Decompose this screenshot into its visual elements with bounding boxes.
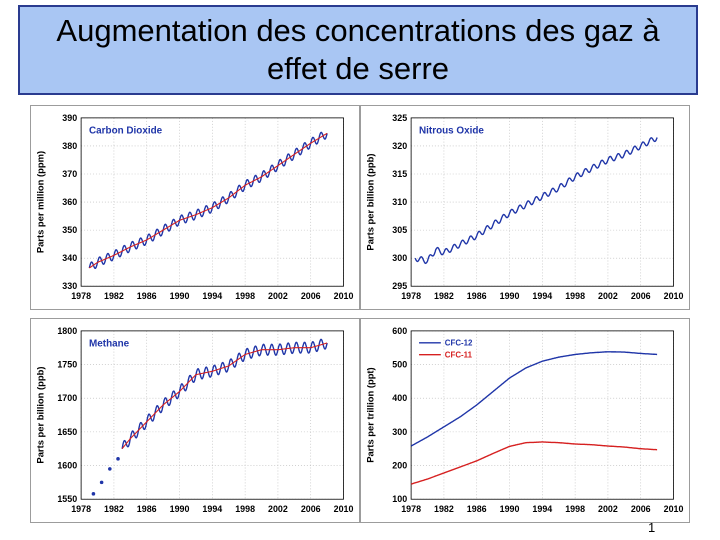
y-tick-label: 330	[62, 281, 77, 291]
y-tick-label: 325	[392, 113, 407, 123]
x-tick-label: 2002	[598, 504, 618, 514]
x-tick-label: 2006	[631, 291, 651, 301]
y-tick-label: 1700	[57, 393, 77, 403]
y-tick-label: 1600	[57, 461, 77, 471]
y-axis-label: Parts per billion (ppb)	[34, 367, 45, 464]
x-tick-label: 1982	[104, 291, 124, 301]
y-tick-label: 100	[392, 494, 407, 504]
x-tick-label: 1978	[71, 291, 91, 301]
plot-frame	[80, 117, 344, 287]
y-tick-label: 300	[392, 427, 407, 437]
chart-title: Methane	[89, 339, 130, 350]
y-tick-label: 320	[392, 141, 407, 151]
plot-frame	[410, 330, 674, 500]
x-tick-label: 1990	[500, 504, 520, 514]
series-line-trend	[88, 132, 328, 269]
x-tick-label: 2002	[268, 504, 288, 514]
y-tick-label: 350	[62, 225, 77, 235]
legend-label: CFC-11	[445, 351, 473, 360]
x-tick-label: 1978	[401, 504, 421, 514]
x-tick-label: 2010	[334, 504, 354, 514]
chart-co2: 1978 1982 1986 1990 1994 1998 2002 2006 2010 330 3…	[30, 105, 360, 310]
x-tick-label: 2010	[664, 291, 684, 301]
x-tick-label: 1982	[434, 504, 454, 514]
series-line-observed	[88, 131, 328, 269]
x-tick-label: 1998	[235, 504, 255, 514]
data-point	[108, 467, 112, 471]
plot-frame	[80, 330, 344, 500]
slide-title-box: Augmentation des concentrations des gaz …	[18, 5, 698, 95]
chart-ch4-svg: 1978 1982 1986 1990 1994 1998 2002 2006 2010 1550…	[34, 326, 354, 514]
y-axis-label: Parts per million (ppm)	[34, 151, 45, 253]
y-tick-label: 370	[62, 169, 77, 179]
y-tick-label: 1650	[57, 427, 77, 437]
y-tick-label: 390	[62, 113, 77, 123]
x-tick-label: 1982	[434, 291, 454, 301]
x-tick-label: 1994	[202, 291, 222, 301]
slide-title: Augmentation des concentrations des gaz …	[56, 13, 660, 86]
y-tick-label: 380	[62, 141, 77, 151]
y-tick-label: 310	[392, 197, 407, 207]
x-tick-label: 1986	[137, 504, 157, 514]
data-point	[99, 480, 104, 485]
x-tick-label: 2002	[598, 291, 618, 301]
y-tick-label: 1550	[57, 494, 77, 504]
x-tick-label: 1986	[467, 504, 487, 514]
x-tick-label: 1986	[467, 291, 487, 301]
x-tick-label: 1998	[235, 291, 255, 301]
y-tick-label: 340	[62, 253, 77, 263]
x-tick-label: 2002	[268, 291, 288, 301]
y-tick-label: 1750	[57, 360, 77, 370]
series-line-cfc-11	[410, 441, 658, 485]
series-line-observed	[121, 338, 328, 449]
y-axis-label: Parts per trillion (ppt)	[364, 367, 375, 462]
chart-co2-svg: 1978 1982 1986 1990 1994 1998 2002 2006 2010 330 3…	[34, 113, 354, 301]
x-tick-label: 1990	[170, 291, 190, 301]
x-tick-label: 2010	[664, 504, 684, 514]
x-tick-label: 1986	[137, 291, 157, 301]
y-tick-label: 1800	[57, 326, 77, 336]
y-tick-label: 200	[392, 461, 407, 471]
x-tick-label: 2010	[334, 291, 354, 301]
legend-label: CFC-12	[445, 339, 473, 348]
x-tick-label: 2006	[301, 504, 321, 514]
x-tick-label: 1990	[500, 291, 520, 301]
x-tick-label: 2006	[301, 291, 321, 301]
data-point	[116, 457, 120, 461]
y-axis-label: Parts per billion (ppb)	[364, 154, 375, 251]
page-number: 1	[648, 520, 656, 535]
chart-n2o: 1978 1982 1986 1990 1994 1998 2002 2006 2010 295 3…	[360, 105, 690, 310]
chart-cfc-svg: 1978 1982 1986 1990 1994 1998 2002 2006 2010 100 2…	[364, 326, 684, 514]
x-tick-label: 1994	[202, 504, 222, 514]
chart-cfc: 1978 1982 1986 1990 1994 1998 2002 2006 2010 100 2…	[360, 318, 690, 523]
y-tick-label: 500	[392, 360, 407, 370]
y-tick-label: 360	[62, 197, 77, 207]
chart-title: Carbon Dioxide	[89, 126, 163, 137]
x-tick-label: 1998	[565, 291, 585, 301]
y-tick-label: 600	[392, 326, 407, 336]
x-tick-label: 1994	[532, 291, 552, 301]
y-tick-label: 295	[392, 281, 407, 291]
x-tick-label: 1978	[401, 291, 421, 301]
plot-frame	[410, 117, 674, 287]
series-line-trend	[121, 342, 328, 450]
chart-ch4: 1978 1982 1986 1990 1994 1998 2002 2006 2010 1550…	[30, 318, 360, 523]
y-tick-label: 305	[392, 225, 407, 235]
x-tick-label: 1982	[104, 504, 124, 514]
x-tick-label: 1998	[565, 504, 585, 514]
x-tick-label: 1978	[71, 504, 91, 514]
y-tick-label: 315	[392, 169, 407, 179]
chart-title: Nitrous Oxide	[419, 126, 484, 137]
data-point	[91, 492, 96, 496]
y-tick-label: 300	[392, 253, 407, 263]
chart-n2o-svg: 1978 1982 1986 1990 1994 1998 2002 2006 2010 295 3…	[364, 113, 684, 301]
y-tick-label: 400	[392, 393, 407, 403]
x-tick-label: 1994	[532, 504, 552, 514]
x-tick-label: 2006	[631, 504, 651, 514]
x-tick-label: 1990	[170, 504, 190, 514]
series-line-observed	[414, 137, 658, 265]
series-line-cfc-12	[410, 351, 658, 447]
